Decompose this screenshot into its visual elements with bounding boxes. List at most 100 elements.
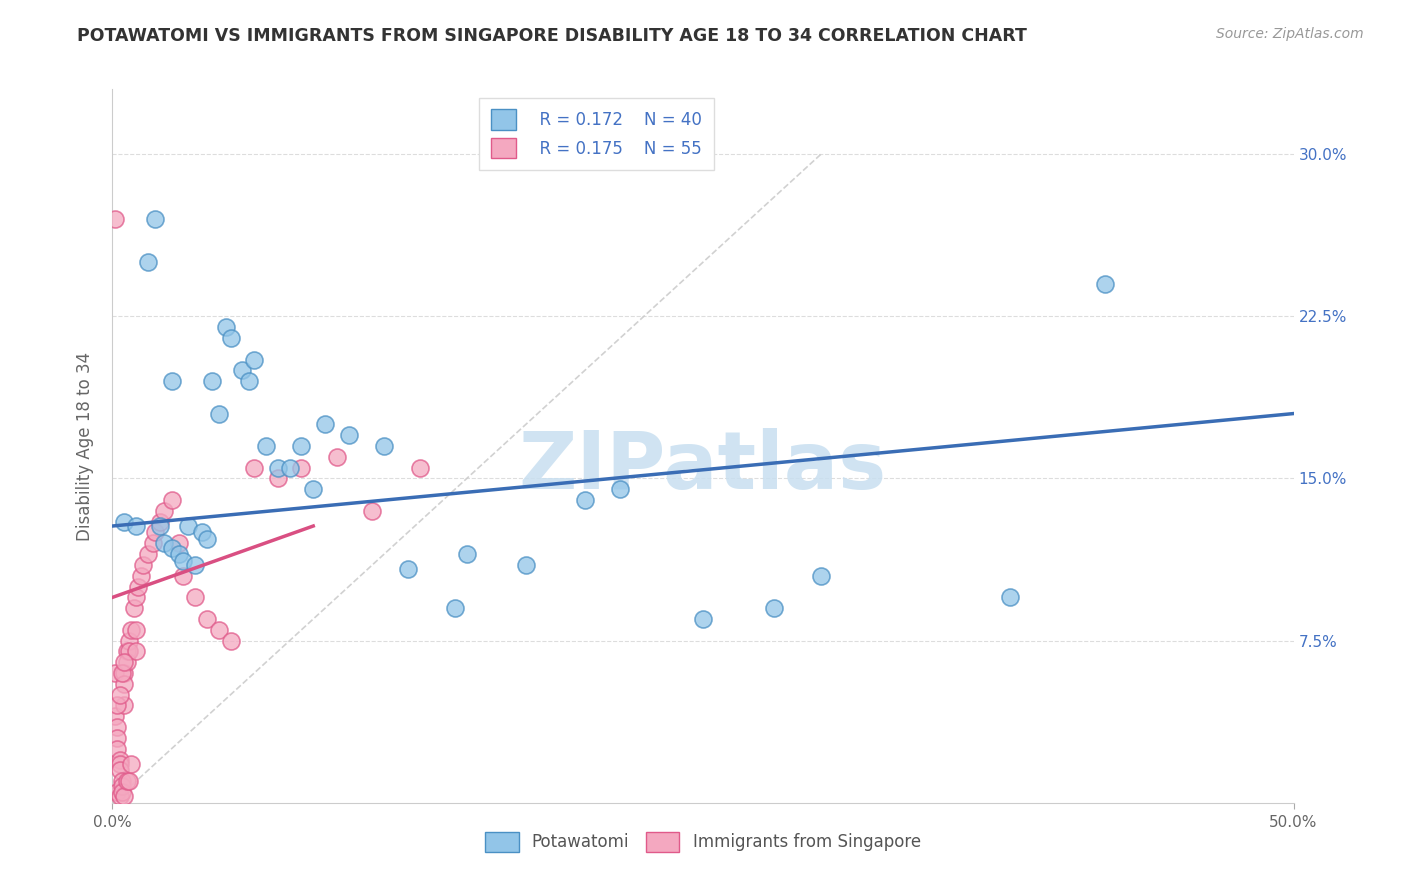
Point	[125, 644, 148, 658]
Point	[129, 568, 152, 582]
Point	[111, 785, 134, 799]
Point	[120, 756, 142, 771]
Point	[456, 547, 478, 561]
Point	[120, 623, 142, 637]
Point	[143, 211, 166, 226]
Point	[810, 568, 832, 582]
Point	[108, 753, 131, 767]
Point	[111, 779, 134, 793]
Point	[574, 493, 596, 508]
Point	[267, 471, 290, 485]
Point	[172, 568, 194, 582]
Point	[118, 774, 141, 789]
Text: ZIPatlas: ZIPatlas	[519, 428, 887, 507]
Point	[104, 211, 127, 226]
Point	[118, 633, 141, 648]
Point	[149, 519, 172, 533]
Point	[153, 504, 176, 518]
Point	[254, 439, 277, 453]
Point	[290, 439, 312, 453]
Point	[195, 612, 218, 626]
Point	[153, 536, 176, 550]
Point	[396, 562, 419, 576]
Point	[105, 785, 128, 799]
Point	[136, 255, 159, 269]
Y-axis label: Disability Age 18 to 34: Disability Age 18 to 34	[76, 351, 94, 541]
Point	[125, 591, 148, 605]
Point	[231, 363, 253, 377]
Point	[361, 504, 384, 518]
Point	[105, 698, 128, 713]
Point	[125, 623, 148, 637]
Point	[373, 439, 395, 453]
Point	[149, 515, 172, 529]
Point	[111, 666, 134, 681]
Point	[105, 731, 128, 745]
Point	[762, 601, 785, 615]
Point	[118, 644, 141, 658]
Point	[112, 515, 135, 529]
Point	[122, 601, 145, 615]
Point	[172, 553, 194, 567]
Point	[108, 764, 131, 778]
Point	[219, 331, 242, 345]
Point	[326, 450, 349, 464]
Point	[104, 709, 127, 723]
Text: POTAWATOMI VS IMMIGRANTS FROM SINGAPORE DISABILITY AGE 18 TO 34 CORRELATION CHAR: POTAWATOMI VS IMMIGRANTS FROM SINGAPORE …	[77, 27, 1028, 45]
Point	[142, 536, 165, 550]
Point	[108, 688, 131, 702]
Text: Source: ZipAtlas.com: Source: ZipAtlas.com	[1216, 27, 1364, 41]
Point	[112, 666, 135, 681]
Point	[609, 482, 631, 496]
Point	[243, 352, 266, 367]
Point	[219, 633, 242, 648]
Point	[515, 558, 537, 572]
Point	[167, 547, 190, 561]
Point	[444, 601, 467, 615]
Point	[215, 320, 238, 334]
Point	[184, 591, 207, 605]
Point	[160, 541, 183, 555]
Point	[208, 407, 231, 421]
Point	[408, 460, 430, 475]
Point	[136, 547, 159, 561]
Point	[104, 666, 127, 681]
Point	[160, 374, 183, 388]
Point	[201, 374, 224, 388]
Point	[108, 756, 131, 771]
Point	[692, 612, 714, 626]
Point	[112, 698, 135, 713]
Point	[208, 623, 231, 637]
Point	[143, 525, 166, 540]
Point	[302, 482, 325, 496]
Point	[108, 789, 131, 804]
Point	[314, 417, 336, 432]
Point	[115, 774, 138, 789]
Point	[115, 644, 138, 658]
Point	[337, 428, 360, 442]
Point	[177, 519, 200, 533]
Point	[105, 741, 128, 756]
Point	[112, 655, 135, 669]
Point	[191, 525, 214, 540]
Point	[290, 460, 312, 475]
Point	[105, 720, 128, 734]
Point	[115, 655, 138, 669]
Point	[112, 789, 135, 804]
Point	[1094, 277, 1116, 291]
Point	[125, 519, 148, 533]
Point	[127, 580, 149, 594]
Point	[998, 591, 1021, 605]
Point	[184, 558, 207, 572]
Point	[278, 460, 301, 475]
Point	[267, 460, 290, 475]
Point	[112, 677, 135, 691]
Point	[160, 493, 183, 508]
Legend: Potawatomi, Immigrants from Singapore: Potawatomi, Immigrants from Singapore	[478, 825, 928, 859]
Point	[243, 460, 266, 475]
Point	[238, 374, 260, 388]
Point	[195, 532, 218, 546]
Point	[132, 558, 155, 572]
Point	[167, 536, 190, 550]
Point	[111, 774, 134, 789]
